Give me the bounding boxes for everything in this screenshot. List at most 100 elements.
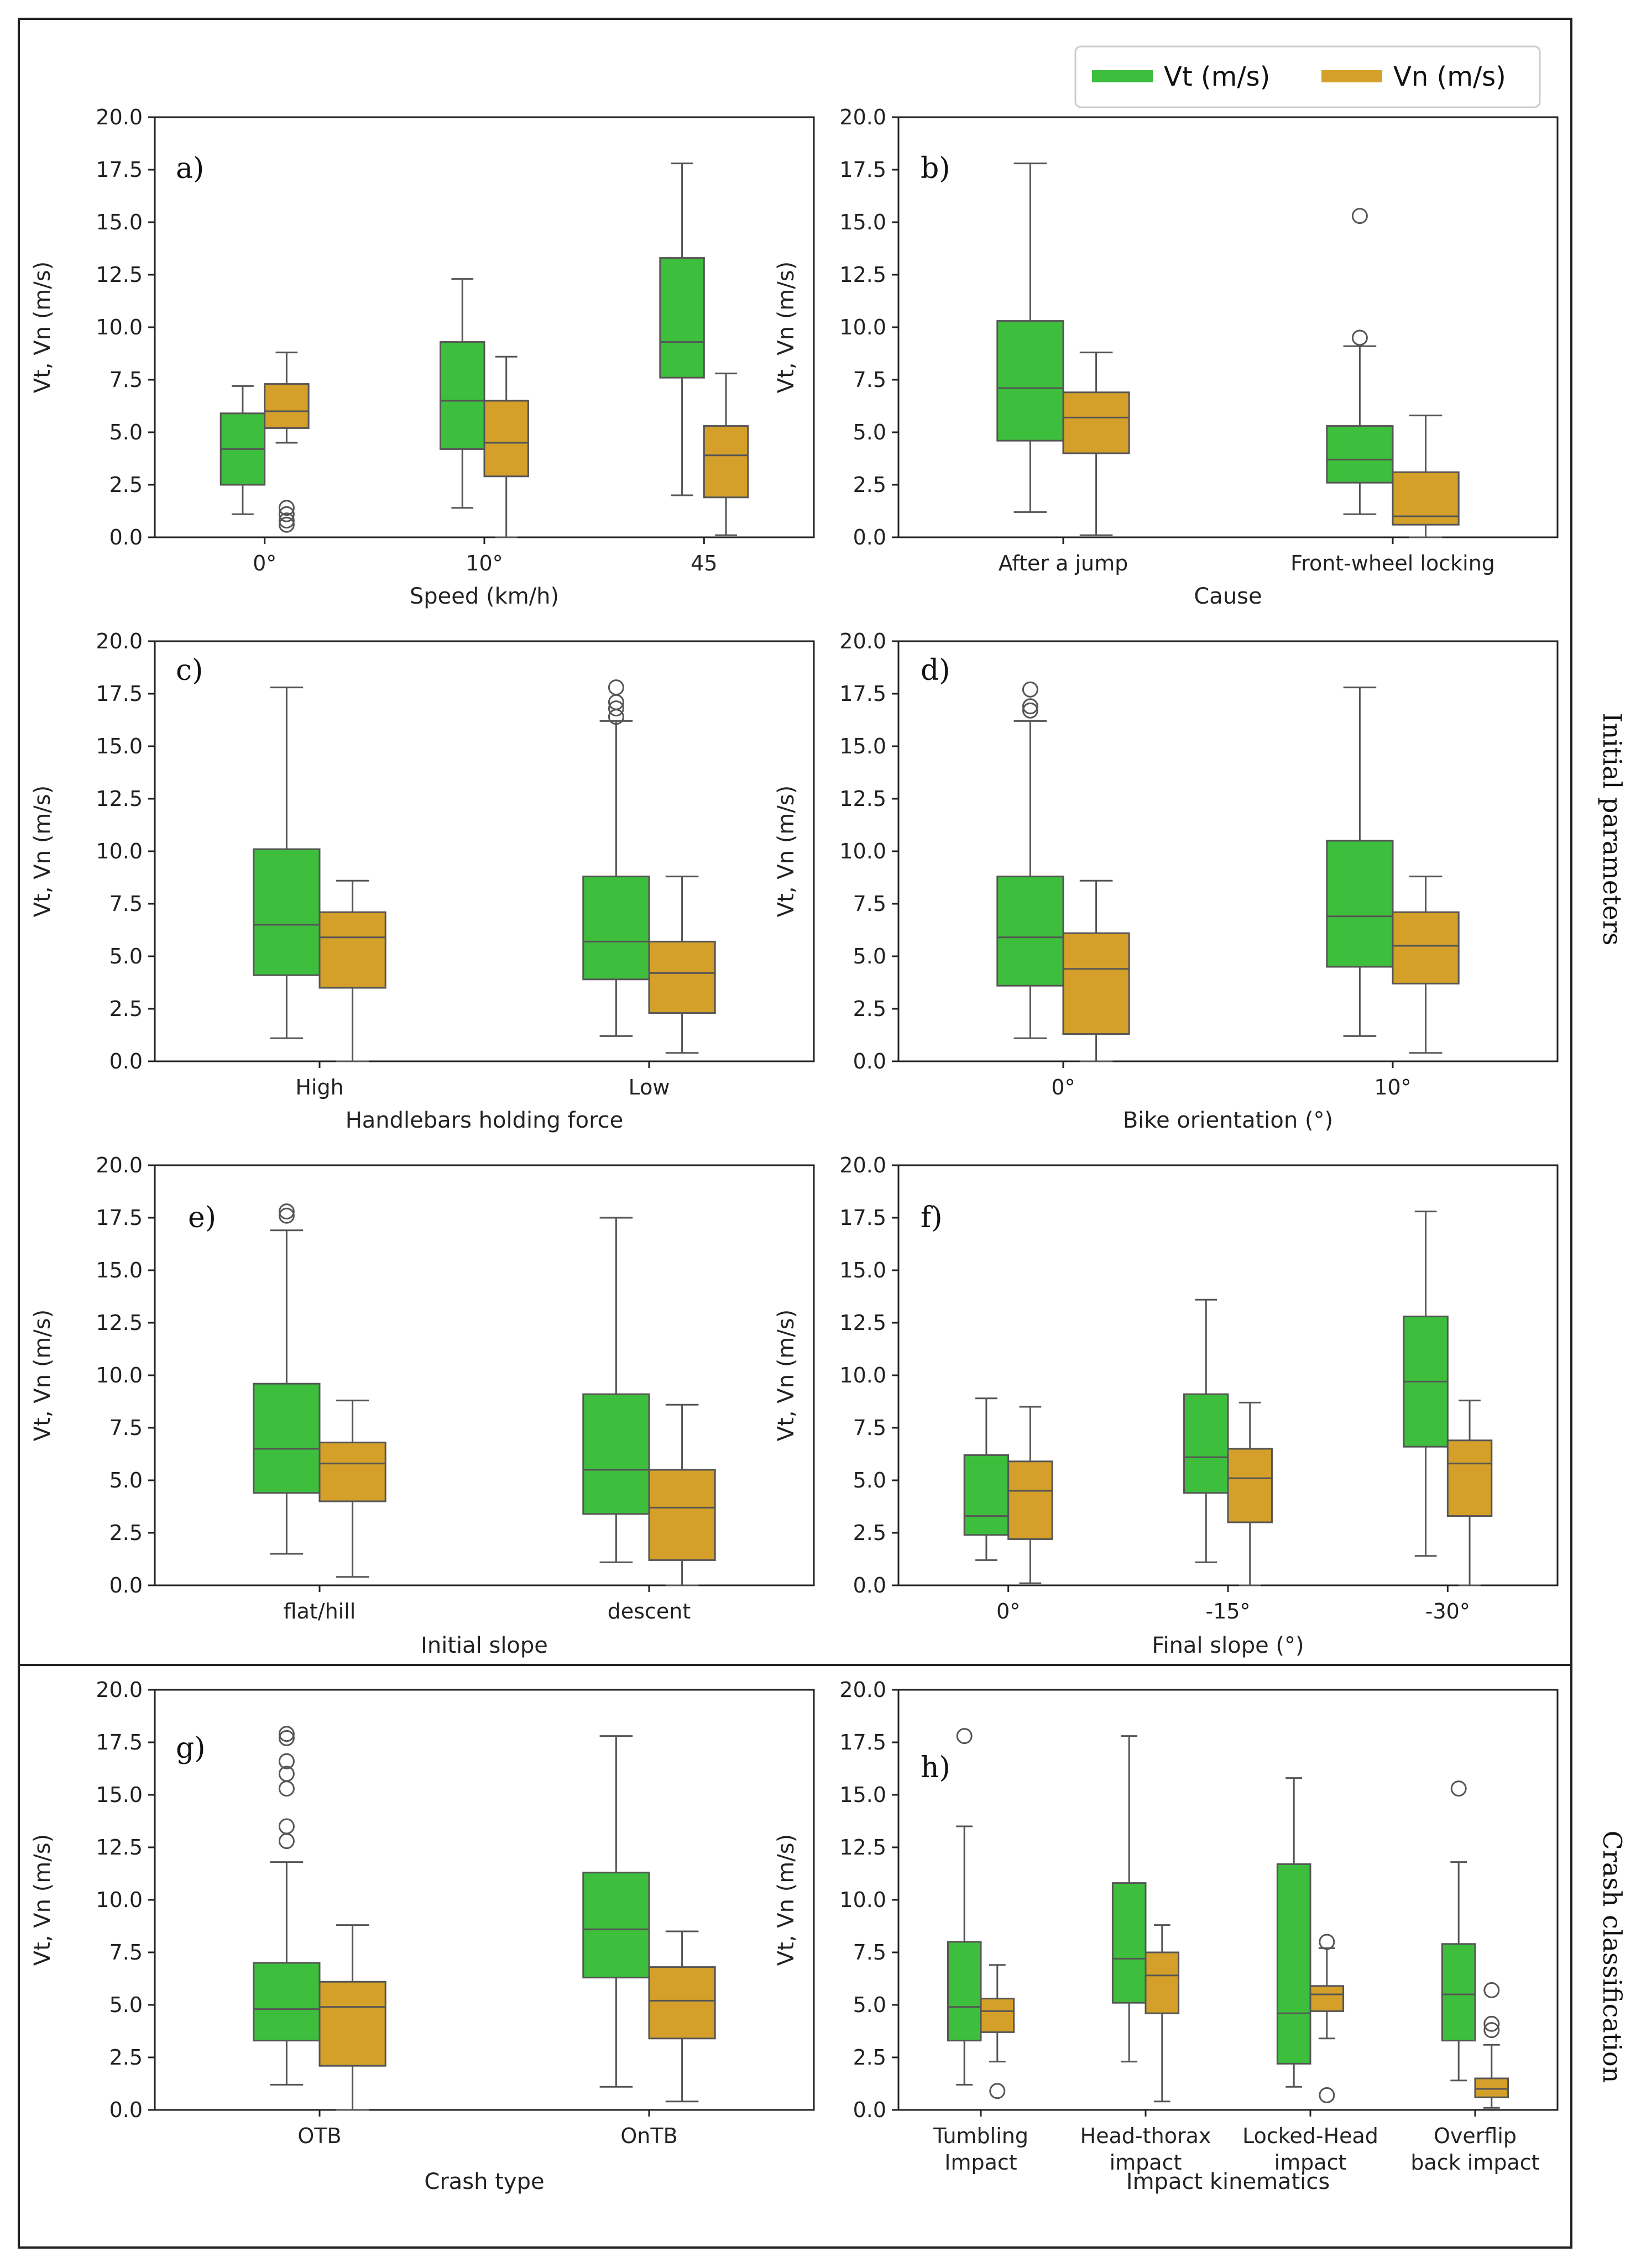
y-tick-label: 12.5 — [839, 1835, 886, 1860]
panel-letter: f) — [921, 1201, 943, 1234]
box-vt — [1326, 687, 1394, 1037]
y-tick-label: 5.0 — [109, 944, 143, 968]
x-tick-label: 0° — [996, 1599, 1020, 1623]
box-vn — [1474, 1982, 1509, 2109]
x-tick-label: OnTB — [620, 2124, 677, 2148]
y-tick-label: 12.5 — [96, 263, 143, 287]
y-tick-label: 5.0 — [853, 1468, 886, 1492]
y-tick-label: 12.5 — [96, 1835, 143, 1860]
x-tick-label: Low — [629, 1075, 670, 1099]
y-tick-label: 7.5 — [853, 368, 886, 392]
panel-a: 0.0 2.5 5.0 7.5 10.0 12.5 15.0 17.5 20.0 Vt, Vn (… — [30, 105, 815, 609]
y-tick-label: 7.5 — [109, 1416, 143, 1440]
y-tick-label: 15.0 — [839, 1258, 886, 1282]
x-axis-label: Cause — [1194, 584, 1262, 609]
x-tick-label: Front-wheel locking — [1290, 551, 1495, 575]
y-axis-label: Vt, Vn (m/s) — [774, 1310, 799, 1441]
legend-label-vt: Vt (m/s) — [1164, 61, 1270, 92]
y-tick-label: 7.5 — [853, 892, 886, 916]
y-tick-label: 2.5 — [853, 1521, 886, 1545]
y-tick-label: 10.0 — [96, 1363, 143, 1387]
x-tick-label: Head-thorax impact — [1080, 2124, 1211, 2175]
outlier-point — [1483, 2022, 1500, 2039]
box-vn — [1007, 1406, 1053, 1584]
box-iqr — [253, 848, 321, 976]
outlier-point — [956, 1728, 973, 1745]
box-iqr — [1183, 1393, 1229, 1494]
box-vn — [264, 352, 310, 533]
box-iqr — [1062, 391, 1130, 454]
y-tick-label: 10.0 — [839, 1888, 886, 1912]
box-vt — [582, 1217, 650, 1563]
outlier-point — [1351, 329, 1368, 346]
box-vt — [582, 679, 650, 1037]
x-tick-label: OTB — [297, 2124, 341, 2148]
plot-area — [897, 640, 1559, 1062]
box-iqr — [648, 1966, 716, 2040]
y-tick-label: 5.0 — [853, 944, 886, 968]
y-tick-label: 7.5 — [109, 368, 143, 392]
panels: 0.0 2.5 5.0 7.5 10.0 12.5 15.0 17.5 20.0 Vt, Vn (… — [30, 105, 1559, 2194]
box-iqr — [1276, 1863, 1311, 2065]
box-iqr — [1144, 1951, 1180, 2014]
box-vt — [996, 163, 1064, 513]
y-axis-label: Vt, Vn (m/s) — [774, 785, 799, 917]
section-label-crash: Crash classification — [1597, 1831, 1627, 2083]
plot-area — [154, 1689, 815, 2111]
y-tick-label: 20.0 — [96, 1678, 143, 1702]
y-tick-label: 10.0 — [839, 315, 886, 339]
panel-letter: d) — [921, 654, 950, 687]
y-tick-label: 5.0 — [853, 1993, 886, 2017]
box-vt — [963, 1397, 1010, 1561]
panel-letter: h) — [921, 1751, 950, 1784]
y-tick-label: 7.5 — [853, 1940, 886, 1965]
box-iqr — [582, 1393, 650, 1515]
x-axis-label: Crash type — [424, 2169, 544, 2194]
box-vn — [318, 879, 386, 1062]
y-tick-label: 17.5 — [96, 682, 143, 706]
outlier-point — [278, 1753, 295, 1769]
box-vt — [1441, 1780, 1476, 2082]
y-tick-label: 20.0 — [839, 629, 886, 653]
outlier-point — [1022, 681, 1038, 698]
x-axis-label: Bike orientation (°) — [1123, 1108, 1333, 1133]
panel-letter: e) — [188, 1201, 216, 1234]
outlier-point — [989, 2083, 1006, 2099]
box-vt — [947, 1728, 982, 2086]
box-vn — [648, 1403, 716, 1586]
outlier-point — [608, 700, 624, 717]
outlier-point — [608, 679, 624, 696]
x-tick-label: 10° — [466, 551, 503, 575]
box-vt — [1403, 1211, 1449, 1557]
box-iqr — [1309, 1985, 1345, 2012]
box-vn — [1144, 1924, 1180, 2103]
outlier-point — [1351, 208, 1368, 224]
y-tick-label: 15.0 — [96, 734, 143, 758]
box-iqr — [1441, 1943, 1476, 2042]
x-tick-label: flat/hill — [284, 1599, 356, 1623]
y-tick-label: 2.5 — [109, 473, 143, 497]
box-iqr — [483, 400, 529, 478]
y-tick-label: 0.0 — [109, 1573, 143, 1597]
outlier-point — [278, 500, 295, 516]
outlier-point — [278, 1818, 295, 1835]
panel-letter: g) — [176, 1732, 206, 1765]
box-iqr — [1007, 1460, 1053, 1540]
y-tick-label: 0.0 — [853, 1049, 886, 1073]
box-vt — [253, 1203, 321, 1555]
outlier-point — [278, 516, 295, 533]
box-iqr — [253, 1962, 321, 2042]
box-vt — [659, 163, 705, 496]
box-iqr — [582, 1872, 650, 1979]
box-iqr — [318, 1442, 386, 1502]
box-vt — [220, 385, 266, 515]
y-tick-label: 0.0 — [109, 525, 143, 549]
y-tick-label: 2.5 — [109, 2045, 143, 2070]
x-axis-label: Final slope (°) — [1152, 1633, 1304, 1658]
y-tick-label: 15.0 — [839, 1783, 886, 1807]
y-tick-label: 10.0 — [96, 315, 143, 339]
outlier-point — [1483, 2015, 1500, 2032]
legend-swatch-vt — [1092, 70, 1153, 82]
y-tick-label: 0.0 — [853, 2098, 886, 2122]
box-vt — [253, 687, 321, 1039]
